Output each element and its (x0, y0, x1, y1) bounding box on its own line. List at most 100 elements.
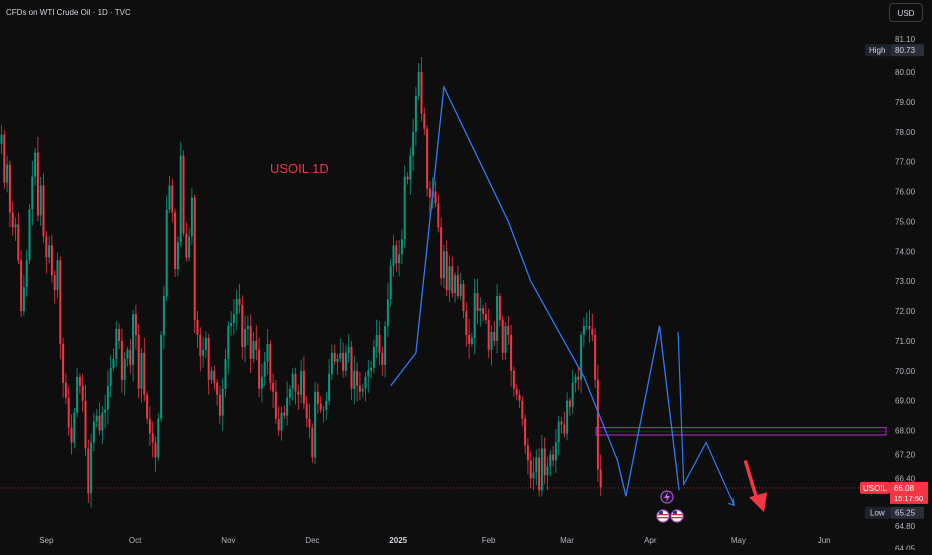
candle-body (375, 334, 378, 347)
candle (403, 165, 406, 248)
candle-body (157, 418, 160, 458)
candle-body (350, 346, 353, 389)
candle (67, 386, 70, 436)
currency-button[interactable]: USD (889, 3, 923, 22)
candle-body (176, 242, 179, 270)
candle-body (84, 400, 87, 449)
candle (123, 352, 126, 396)
candles-layer (0, 57, 602, 508)
candle (325, 391, 328, 421)
price-tag-label: USOIL (863, 484, 888, 493)
candle-body (370, 367, 373, 371)
x-tick-label: Dec (305, 536, 319, 545)
y-tick-label: 73.00 (895, 277, 916, 286)
candle (59, 256, 62, 360)
candle-body (109, 367, 112, 386)
candle (454, 272, 457, 303)
resistance-zone[interactable] (595, 426, 887, 436)
candle (319, 396, 322, 414)
candle (151, 421, 154, 458)
candle (540, 434, 543, 497)
candle (224, 348, 227, 398)
candle (487, 308, 490, 358)
candle-body (56, 260, 59, 291)
candle-body (210, 370, 213, 380)
candle (90, 433, 93, 508)
candle-body (302, 370, 305, 404)
candle (451, 256, 454, 298)
x-tick-label: May (731, 536, 746, 545)
candle (305, 396, 308, 428)
candle-body (224, 358, 227, 389)
forecast-path[interactable] (677, 331, 735, 506)
candle (470, 332, 473, 347)
candle (165, 195, 168, 302)
candle (518, 389, 521, 409)
price-value: 66.08 (894, 484, 915, 493)
candle (62, 337, 65, 398)
candle-body (0, 134, 3, 144)
candle (81, 373, 84, 413)
candle (48, 236, 51, 264)
candle (84, 384, 87, 456)
flash-icon[interactable] (660, 490, 674, 504)
y-tick-label: 69.00 (895, 397, 916, 406)
candle (160, 330, 163, 422)
candle (322, 405, 325, 423)
candle-body (314, 391, 317, 458)
candle-body (540, 448, 543, 491)
candle (291, 368, 294, 401)
candle (244, 315, 247, 363)
candle (381, 346, 384, 376)
candle-body (42, 185, 45, 237)
candle (479, 297, 482, 327)
candle-body (168, 185, 171, 210)
candle-body (193, 197, 196, 321)
candle (535, 449, 538, 486)
candle-body (106, 385, 109, 410)
candle-body (280, 412, 283, 431)
candle (473, 278, 476, 355)
candle-body (532, 472, 535, 479)
y-tick-label: 71.00 (895, 337, 916, 346)
candle (34, 148, 37, 186)
candle-body (305, 403, 308, 419)
candle-body (146, 394, 149, 419)
candle-body (227, 325, 230, 359)
candle-body (412, 131, 415, 156)
candle-body (512, 370, 515, 389)
annotation-label[interactable]: USOIL 1D (270, 161, 329, 176)
candle (76, 367, 79, 417)
candle (0, 125, 3, 155)
candle (50, 234, 53, 283)
candle-body (241, 305, 244, 347)
candle-body (148, 418, 151, 434)
candle (526, 438, 529, 475)
candle-body (244, 328, 247, 347)
candle-body (549, 454, 552, 467)
candle (563, 411, 566, 438)
us-flag-icon[interactable] (656, 509, 684, 523)
candle-body (440, 227, 443, 279)
candle (524, 414, 527, 455)
candle (375, 319, 378, 359)
x-tick-label: Sep (39, 536, 54, 545)
candle (235, 289, 238, 331)
candle-body (417, 72, 420, 96)
candle-body (462, 284, 465, 312)
candle (515, 384, 518, 400)
candle (417, 63, 420, 101)
candle (95, 409, 98, 428)
pattern-line[interactable] (390, 84, 680, 497)
candle-body (286, 397, 289, 416)
candle (39, 176, 42, 226)
candle-body (300, 370, 303, 395)
candle (283, 405, 286, 419)
candle-body (216, 382, 219, 395)
candle (546, 457, 549, 491)
candle-body (134, 314, 137, 335)
candle-body (445, 251, 448, 291)
low-value-box (891, 506, 924, 519)
